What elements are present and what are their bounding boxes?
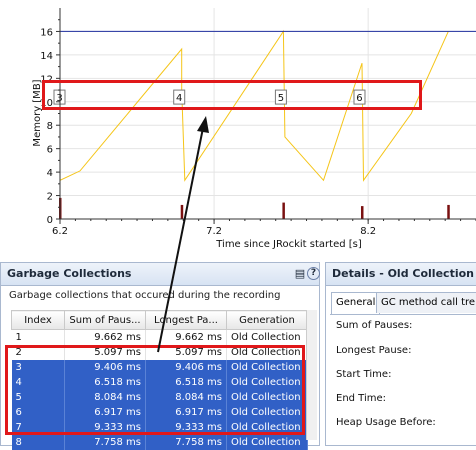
- cell-longest-pause: 9.406 ms: [145, 360, 227, 375]
- label-longest-pause: Longest Pause:: [336, 345, 412, 356]
- cell-longest-pause: 6.917 ms: [145, 405, 227, 420]
- chart-series: [59, 29, 476, 182]
- table-row[interactable]: 6 6.917 ms 6.917 ms Old Collection: [11, 405, 308, 420]
- gc-index-label: 5: [278, 93, 284, 104]
- y-tick-label: 6: [47, 145, 53, 156]
- y-tick-label: 12: [40, 74, 53, 85]
- cell-index: 3: [11, 360, 65, 375]
- cell-sum-of-pauses: 8.084 ms: [64, 390, 146, 405]
- gc-index-label: 6: [356, 93, 362, 104]
- column-header-sum[interactable]: Sum of Paus...: [64, 310, 146, 330]
- gc-pause-bar: [180, 204, 184, 219]
- x-tick-label: 8.2: [360, 226, 376, 237]
- chart-axes: 0 2 4 6 8 10 12 14 16 6.2 7.2 8.2: [40, 8, 476, 237]
- tab-divider: [330, 314, 476, 315]
- cell-index: 1: [11, 329, 65, 345]
- cell-sum-of-pauses: 6.518 ms: [64, 375, 146, 390]
- x-axis-label: Time since JRockit started [s]: [215, 239, 362, 250]
- chart-highlight-box: [42, 80, 422, 110]
- cell-generation: Old Collection: [226, 420, 308, 435]
- table-row[interactable]: 2 5.097 ms 5.097 ms Old Collection: [11, 345, 308, 360]
- details-panel-title: Details - Old Collection: [332, 267, 474, 280]
- cell-index: 5: [11, 390, 65, 405]
- table-row[interactable]: 1 9.662 ms 9.662 ms Old Collection: [11, 329, 308, 345]
- y-tick-label: 14: [40, 51, 53, 62]
- label-heap-usage-before: Heap Usage Before:: [336, 417, 436, 428]
- table-row[interactable]: 5 8.084 ms 8.084 ms Old Collection: [11, 390, 308, 405]
- cell-index: 7: [11, 420, 65, 435]
- gc-index-label: 4: [176, 93, 182, 104]
- table-settings-icon[interactable]: ▤: [294, 267, 306, 280]
- cell-longest-pause: 9.333 ms: [145, 420, 227, 435]
- table-row[interactable]: 3 9.406 ms 9.406 ms Old Collection: [11, 360, 308, 375]
- gc-index-label-box: [353, 89, 366, 105]
- cell-sum-of-pauses: 5.097 ms: [64, 345, 146, 360]
- column-header-index[interactable]: Index: [11, 310, 65, 330]
- y-tick-label: 0: [47, 215, 53, 226]
- cell-generation: Old Collection: [226, 405, 308, 420]
- cell-index: 2: [11, 345, 65, 360]
- cell-generation: Old Collection: [226, 375, 308, 390]
- y-tick-label: 10: [40, 98, 53, 109]
- help-icon[interactable]: ?: [307, 267, 320, 280]
- gc-panel-title: Garbage Collections: [7, 267, 132, 280]
- cell-generation: Old Collection: [226, 390, 308, 405]
- table-highlight-box: [5, 345, 305, 435]
- y-tick-label: 16: [40, 27, 53, 38]
- tab-gc-method-call-tree[interactable]: GC method call tre: [376, 292, 476, 313]
- cell-sum-of-pauses: 9.662 ms: [64, 329, 146, 345]
- cell-longest-pause: 8.084 ms: [145, 390, 227, 405]
- label-start-time: Start Time:: [336, 369, 392, 380]
- gc-pause-bar: [447, 204, 450, 219]
- cell-generation: Old Collection: [226, 360, 308, 375]
- gc-pause-bar: [360, 206, 364, 219]
- label-sum-of-pauses: Sum of Pauses:: [336, 320, 413, 331]
- table-row[interactable]: 4 6.518 ms 6.518 ms Old Collection: [11, 375, 308, 390]
- y-tick-label: 2: [47, 192, 53, 203]
- gc-table-scrollbar[interactable]: [306, 310, 317, 440]
- table-row[interactable]: 7 9.333 ms 9.333 ms Old Collection: [11, 420, 308, 435]
- cell-sum-of-pauses: 9.406 ms: [64, 360, 146, 375]
- y-tick-label: 4: [47, 168, 53, 179]
- cell-longest-pause: 6.518 ms: [145, 375, 227, 390]
- cell-longest-pause: 5.097 ms: [145, 345, 227, 360]
- cell-index: 4: [11, 375, 65, 390]
- gc-pause-bar: [282, 202, 285, 219]
- details-panel-header: Details - Old Collection: [326, 263, 476, 286]
- gc-panel-header: Garbage Collections ▤ ?: [1, 263, 320, 286]
- cell-sum-of-pauses: 9.333 ms: [64, 420, 146, 435]
- y-axis-label: Memory [MB]: [32, 79, 43, 146]
- x-tick-label: 6.2: [52, 226, 68, 237]
- cell-index: 6: [11, 405, 65, 420]
- cell-longest-pause: 9.662 ms: [145, 329, 227, 345]
- label-end-time: End Time:: [336, 393, 387, 404]
- column-header-generation[interactable]: Generation: [226, 310, 308, 330]
- x-tick-label: 7.2: [206, 226, 222, 237]
- gc-index-label-box: [274, 89, 287, 105]
- gc-panel-subtitle: Garbage collections that occured during …: [9, 290, 281, 301]
- gc-index-label-box: [173, 89, 186, 105]
- y-tick-label: 8: [47, 121, 53, 132]
- cell-sum-of-pauses: 6.917 ms: [64, 405, 146, 420]
